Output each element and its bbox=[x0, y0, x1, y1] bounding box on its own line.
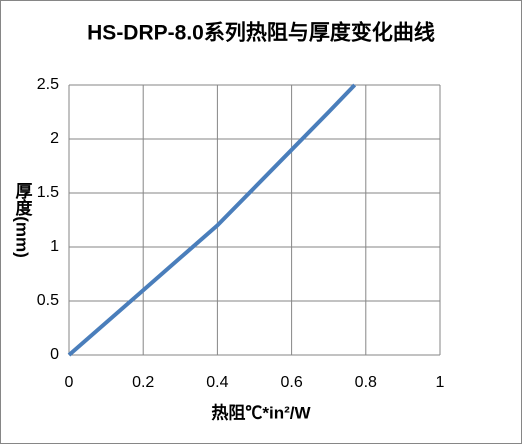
y-tick-label: 0.5 bbox=[37, 292, 59, 309]
y-tick-label: 1 bbox=[50, 238, 59, 255]
x-tick-label: 0.4 bbox=[206, 374, 228, 391]
y-tick-label: 0 bbox=[50, 346, 59, 363]
y-tick-label: 1.5 bbox=[37, 184, 59, 201]
y-tick-label: 2 bbox=[50, 130, 59, 147]
x-tick-label: 1 bbox=[436, 374, 445, 391]
y-tick-label: 2.5 bbox=[37, 76, 59, 93]
chart-title: HS-DRP-8.0系列热阻与厚度变化曲线 bbox=[87, 21, 435, 45]
x-tick-label: 0.6 bbox=[280, 374, 302, 391]
y-axis-title: 厚度(mm) bbox=[13, 182, 33, 258]
x-tick-label: 0.2 bbox=[132, 374, 154, 391]
data-line bbox=[67, 83, 357, 357]
x-tick-label: 0.8 bbox=[355, 374, 377, 391]
x-tick-label: 0 bbox=[65, 374, 74, 391]
x-axis-title: 热阻℃*in²/W bbox=[211, 402, 311, 422]
